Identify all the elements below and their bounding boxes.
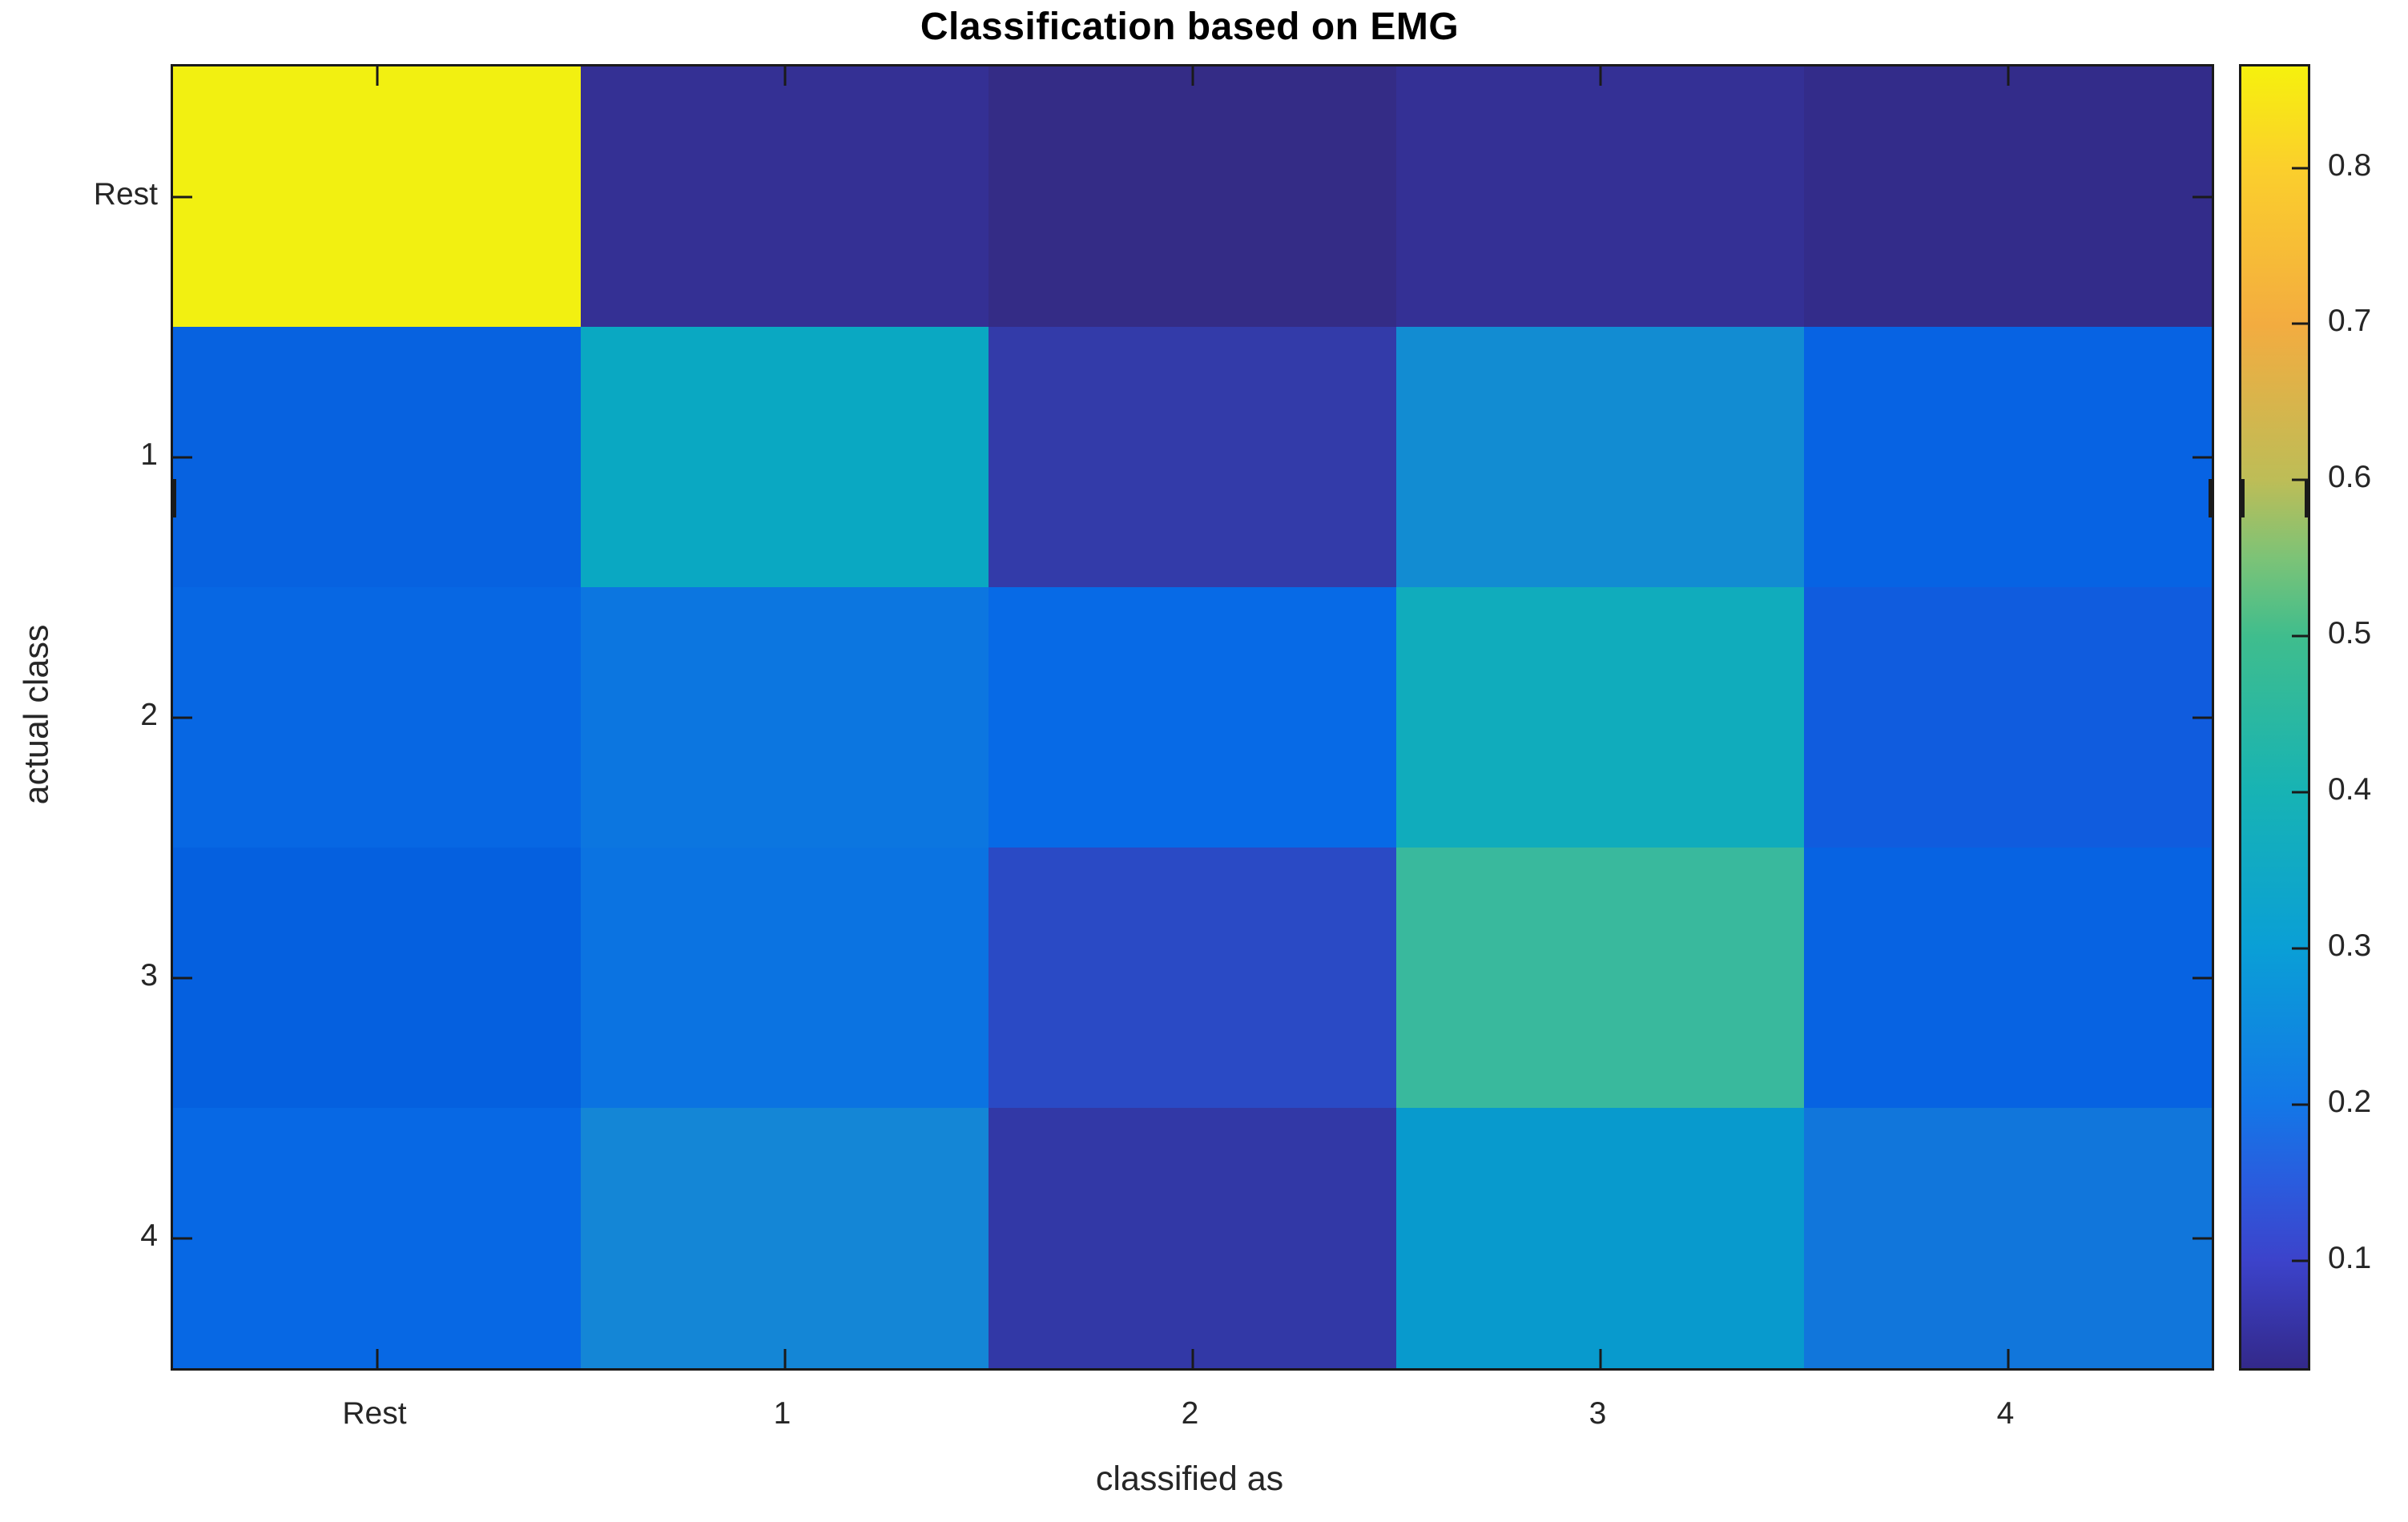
heatmap-cell <box>173 1108 581 1368</box>
x-tick-label: 1 <box>773 1396 791 1431</box>
colorbar-tick-label: 0.6 <box>2328 460 2372 495</box>
colorbar-tick-mark <box>2292 478 2308 481</box>
axis-tick-mark <box>2193 456 2212 458</box>
x-tick-label: 3 <box>1589 1396 1607 1431</box>
colorbar-tick-label: 0.2 <box>2328 1084 2372 1119</box>
axis-tick-mark <box>1599 66 1601 86</box>
heatmap-cell <box>173 587 581 848</box>
y-tick-label: 1 <box>140 437 158 472</box>
heatmap-cell <box>989 1108 1396 1368</box>
edge-artifact-mark <box>2305 479 2309 517</box>
colorbar-tick-label: 0.4 <box>2328 772 2372 807</box>
x-tick-label: 4 <box>1996 1396 2015 1431</box>
heatmap-cell <box>173 66 581 327</box>
edge-artifact-mark <box>171 479 176 517</box>
axis-tick-mark <box>1599 1349 1601 1368</box>
axis-tick-mark <box>2007 1349 2009 1368</box>
heatmap-cell <box>989 848 1396 1108</box>
colorbar-tick-mark <box>2292 1259 2308 1262</box>
axis-tick-mark <box>173 716 192 719</box>
axis-tick-mark <box>2193 716 2212 719</box>
colorbar-tick-mark <box>2292 322 2308 325</box>
heatmap-cell <box>1804 587 2212 848</box>
axis-tick-mark <box>2193 195 2212 198</box>
heatmap-cell <box>1396 327 1804 587</box>
heatmap-cell <box>581 848 989 1108</box>
x-tick-label: 2 <box>1181 1396 1199 1431</box>
colorbar-tick-mark <box>2292 791 2308 794</box>
colorbar-tick-mark <box>2292 947 2308 950</box>
axis-tick-mark <box>173 1237 192 1239</box>
y-tick-label: Rest <box>93 176 158 211</box>
colorbar-tick-label: 0.5 <box>2328 616 2372 651</box>
heatmap-cell <box>1804 1108 2212 1368</box>
heatmap-cell <box>173 327 581 587</box>
heatmap-cell <box>1396 848 1804 1108</box>
heatmap-cell <box>989 587 1396 848</box>
axis-tick-mark <box>173 976 192 979</box>
heatmap-cell <box>1396 66 1804 327</box>
heatmap-plot <box>171 64 2214 1371</box>
x-axis-label: classified as <box>1095 1460 1284 1498</box>
colorbar-tick-label: 0.3 <box>2328 928 2372 963</box>
y-tick-label: 4 <box>140 1218 158 1253</box>
edge-artifact-mark <box>2240 479 2245 517</box>
heatmap-cell <box>1396 587 1804 848</box>
edge-artifact-mark <box>2209 479 2213 517</box>
axis-tick-mark <box>173 195 192 198</box>
y-tick-label: 3 <box>140 957 158 993</box>
heatmap-cell <box>581 1108 989 1368</box>
heatmap-cell <box>989 66 1396 327</box>
axis-tick-mark <box>376 1349 378 1368</box>
colorbar-tick-label: 0.7 <box>2328 304 2372 339</box>
axis-tick-mark <box>376 66 378 86</box>
heatmap-cell <box>581 66 989 327</box>
axis-tick-mark <box>1191 66 1194 86</box>
heatmap-cell <box>1396 1108 1804 1368</box>
y-tick-label: 2 <box>140 697 158 732</box>
axis-tick-mark <box>2193 1237 2212 1239</box>
colorbar <box>2239 64 2310 1371</box>
colorbar-tick-mark <box>2292 634 2308 638</box>
colorbar-tick-mark <box>2292 167 2308 170</box>
heatmap-cell <box>581 587 989 848</box>
axis-tick-mark <box>1191 1349 1194 1368</box>
heatmap-cell <box>1804 66 2212 327</box>
heatmap-cell <box>1804 848 2212 1108</box>
x-tick-label: Rest <box>342 1396 407 1431</box>
heatmap-cell <box>173 848 581 1108</box>
axis-tick-mark <box>783 66 786 86</box>
chart-title: Classification based on EMG <box>920 6 1460 48</box>
heatmap-cell <box>1804 327 2212 587</box>
axis-tick-mark <box>2007 66 2009 86</box>
colorbar-tick-label: 0.1 <box>2328 1240 2372 1275</box>
heatmap-cell <box>989 327 1396 587</box>
axis-tick-mark <box>2193 976 2212 979</box>
colorbar-tick-label: 0.8 <box>2328 147 2372 183</box>
colorbar-tick-mark <box>2292 1103 2308 1106</box>
heatmap-cell <box>581 327 989 587</box>
axis-tick-mark <box>783 1349 786 1368</box>
axis-tick-mark <box>173 456 192 458</box>
